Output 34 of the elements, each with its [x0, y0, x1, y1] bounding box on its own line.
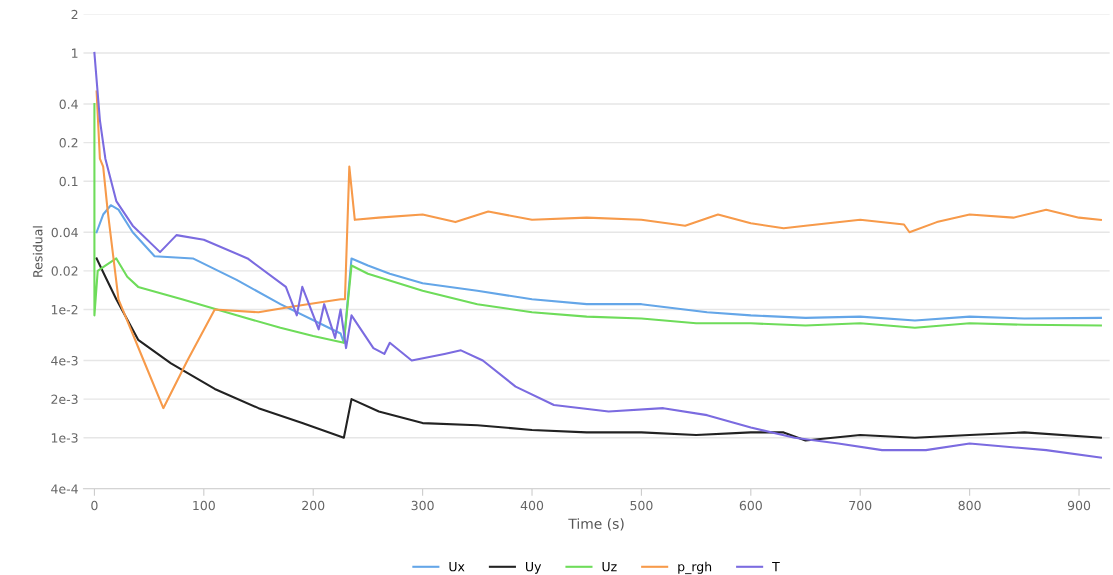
x-tick-label: 400 — [520, 500, 544, 511]
x-tick-label: 600 — [739, 500, 762, 511]
y-tick-label: 1e-3 — [51, 433, 78, 443]
y-tick-label: 4e-3 — [51, 355, 78, 366]
line-series — [95, 257, 1102, 442]
x-axis-title: Time (s) — [568, 518, 624, 531]
y-tick-label: 1e-2 — [51, 304, 78, 315]
y-tick-label: 0.02 — [51, 266, 78, 276]
x-tick-label: 500 — [630, 500, 653, 511]
line-series — [93, 51, 1102, 459]
x-tick-label: 700 — [849, 500, 872, 511]
y-tick-label: 0.4 — [59, 99, 78, 109]
legend-label: p_rgh — [678, 561, 712, 575]
y-tick-label: 1 — [72, 48, 78, 58]
y-tick-label: 2e-3 — [51, 394, 78, 405]
x-tick-label: 800 — [958, 500, 981, 511]
line-series — [95, 90, 1102, 410]
legend-label: Uz — [602, 562, 617, 572]
y-tick-label: 0.2 — [59, 138, 78, 148]
legend-label: T — [772, 562, 780, 572]
y-tick-label: 2 — [71, 9, 78, 20]
x-tick-label: 100 — [193, 500, 215, 511]
x-tick-label: 0 — [91, 500, 98, 511]
y-tick-label: 4e-4 — [51, 484, 78, 494]
x-tick-label: 200 — [302, 500, 325, 511]
y-tick-label: 0.04 — [51, 227, 78, 238]
x-tick-label: 900 — [1067, 500, 1091, 511]
y-tick-label: 0.1 — [59, 176, 78, 187]
legend-label: Uy — [526, 562, 542, 574]
x-tick-label: 300 — [411, 500, 434, 511]
line-series — [95, 204, 1102, 344]
line-series — [93, 102, 1102, 344]
y-axis-title: Residual — [32, 226, 43, 277]
legend-label: Ux — [449, 562, 465, 572]
